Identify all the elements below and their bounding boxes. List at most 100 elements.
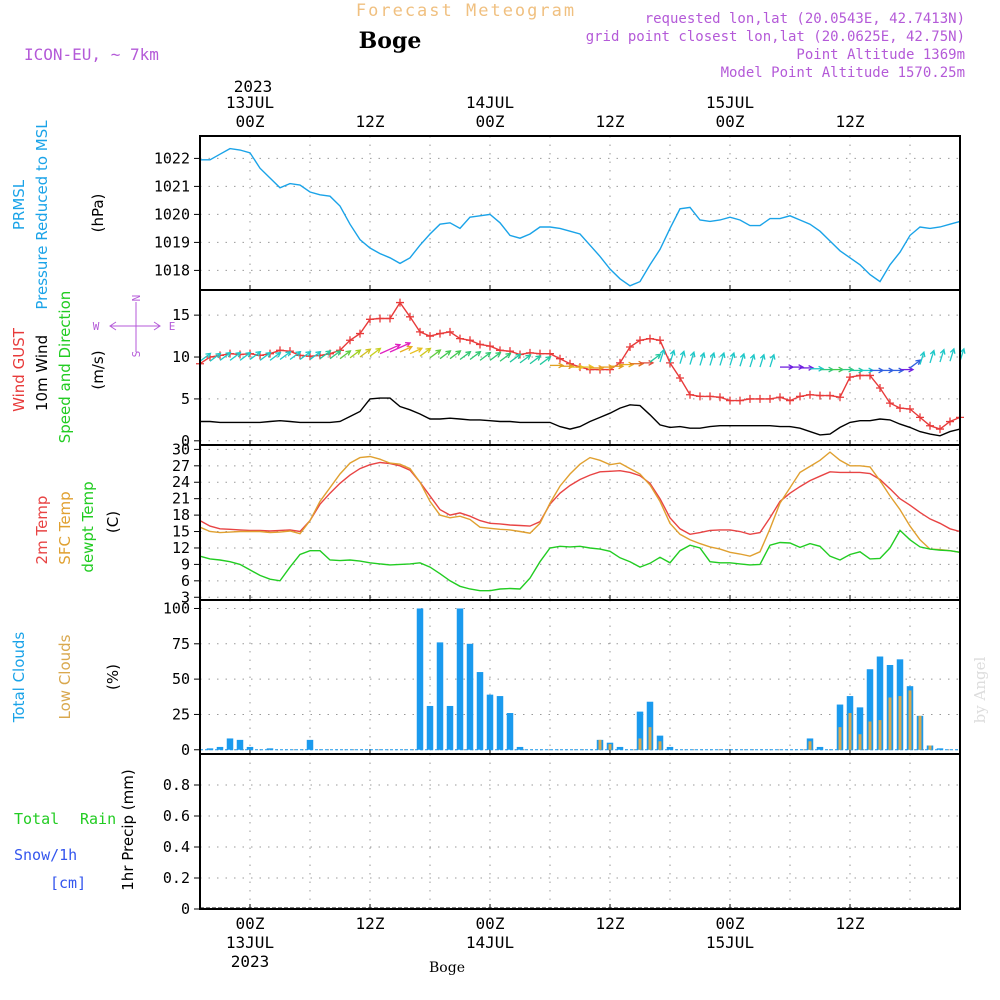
wind-arrow bbox=[919, 352, 925, 365]
gust-label: Wind GUST bbox=[10, 327, 28, 412]
wind-arrow-head bbox=[798, 364, 805, 371]
gust-point bbox=[366, 315, 374, 324]
wind-arrow-head bbox=[465, 350, 472, 357]
wind-arrow-head bbox=[495, 351, 502, 358]
panel-frame bbox=[199, 599, 961, 755]
wind-arrow bbox=[769, 354, 775, 368]
wind-arrow-head bbox=[445, 350, 452, 356]
wind-arrow-head bbox=[285, 350, 292, 357]
low-clouds-bar bbox=[598, 739, 602, 750]
rain-label: Rain bbox=[80, 810, 116, 828]
top-year: 2023 bbox=[234, 77, 273, 96]
total-clouds-bar bbox=[456, 608, 464, 750]
wind-unit: (m/s) bbox=[89, 350, 107, 389]
wind-arrow-head bbox=[929, 349, 936, 356]
total-clouds-bar bbox=[616, 746, 624, 750]
wind-arrow-head bbox=[455, 350, 462, 356]
panel-labels: PRMSL Pressure Reduced to MSL (hPa) Wind… bbox=[10, 120, 175, 892]
top-date-label: 14JUL bbox=[466, 93, 514, 112]
gust-point bbox=[476, 340, 484, 349]
total-clouds-bar bbox=[856, 707, 864, 750]
wind-arrow bbox=[309, 351, 321, 361]
gust-point bbox=[376, 314, 384, 323]
wind-arrow-head bbox=[808, 364, 815, 371]
wind-arrow bbox=[339, 350, 351, 360]
gust-point bbox=[716, 393, 724, 402]
wind-arrow bbox=[909, 359, 921, 369]
ytick-label: 1022 bbox=[154, 149, 190, 167]
wind-arrow-head bbox=[325, 350, 332, 356]
wind-arrow-head bbox=[699, 351, 706, 359]
wind-arrow bbox=[349, 349, 361, 359]
wind-arrow-head bbox=[949, 347, 956, 354]
wind-arrow-head bbox=[919, 350, 926, 358]
wind-arrow bbox=[449, 350, 461, 360]
prmsl-line bbox=[200, 147, 961, 287]
total-clouds-bar bbox=[426, 705, 434, 750]
wind-arrow bbox=[529, 355, 541, 365]
wind-arrow-head bbox=[535, 355, 542, 361]
gust-point bbox=[396, 298, 404, 307]
ytick-label: 3 bbox=[181, 588, 190, 606]
wind-arrow-head bbox=[669, 349, 676, 356]
gust-point bbox=[556, 354, 564, 363]
wind-arrow bbox=[489, 352, 501, 361]
low-clouds-bar bbox=[868, 721, 872, 750]
wind-arrow-head bbox=[485, 351, 492, 358]
gust-point bbox=[486, 342, 494, 351]
wind-arrow bbox=[259, 352, 271, 361]
gust-point bbox=[736, 396, 744, 405]
snow-label: Snow/1h bbox=[14, 846, 77, 864]
low-clouds-bar bbox=[638, 738, 642, 750]
top-date-label: 15JUL bbox=[706, 93, 754, 112]
wind-arrow-head bbox=[545, 355, 552, 362]
ytick-label: 0 bbox=[181, 741, 190, 759]
gust-point bbox=[676, 373, 684, 382]
low-clouds-bar bbox=[848, 713, 852, 750]
gust-point bbox=[616, 358, 624, 367]
requested-coords: requested lon,lat (20.0543E, 42.7413N) bbox=[645, 11, 965, 27]
wind-arrow-head bbox=[558, 362, 565, 369]
wind-arrow bbox=[459, 351, 471, 361]
gust-point bbox=[406, 312, 414, 321]
top-time-label: 00Z bbox=[236, 112, 265, 131]
ytick-label: 10 bbox=[172, 348, 190, 366]
precip-unit: 1hr Precip (mm) bbox=[119, 769, 137, 890]
ytick-label: 15 bbox=[172, 523, 190, 541]
wind-arrow-head bbox=[406, 345, 414, 352]
panel-wind: 0 5 10 15 bbox=[172, 289, 966, 450]
figure-title: Forecast Meteogram bbox=[356, 1, 576, 21]
wind-arrow bbox=[949, 348, 955, 362]
wind-arrow-head bbox=[848, 366, 855, 373]
wind-arrow-head bbox=[915, 359, 922, 365]
low-clouds-bar bbox=[928, 745, 932, 750]
wind-arrow-head bbox=[959, 347, 966, 354]
ytick-label: 12 bbox=[172, 539, 190, 557]
total-clouds-bar bbox=[466, 643, 474, 750]
wind-arrow-head bbox=[435, 349, 442, 355]
wind-arrow bbox=[239, 352, 251, 361]
gust-point bbox=[836, 393, 844, 402]
footer-location: Boge bbox=[429, 960, 465, 976]
bottom-time-label: 12Z bbox=[356, 914, 385, 933]
wind-arrow-head bbox=[568, 363, 575, 370]
wind10-label: 10m Wind bbox=[33, 335, 51, 411]
watermark: by Angel bbox=[971, 656, 989, 723]
ytick-label: 30 bbox=[172, 440, 190, 458]
prmsl-label: PRMSL bbox=[10, 179, 28, 230]
total-clouds-bar bbox=[226, 738, 234, 750]
gust-point bbox=[686, 390, 694, 399]
wind-arrow bbox=[319, 350, 331, 360]
gust-point bbox=[436, 329, 444, 338]
panel-frame bbox=[199, 753, 961, 910]
wind-arrow bbox=[939, 349, 945, 363]
header: Forecast Meteogram Boge ICON-EU, ~ 7km r… bbox=[24, 1, 989, 976]
ytick-label: 1018 bbox=[154, 261, 190, 279]
gust-point bbox=[346, 336, 354, 345]
wind-arrow-head bbox=[315, 350, 322, 357]
wind-arrow-head bbox=[818, 365, 825, 372]
ytick-label: 100 bbox=[163, 599, 190, 617]
low-clouds-bar bbox=[658, 741, 662, 750]
total-clouds-bar bbox=[876, 656, 884, 750]
wind-arrow-head bbox=[588, 364, 595, 371]
